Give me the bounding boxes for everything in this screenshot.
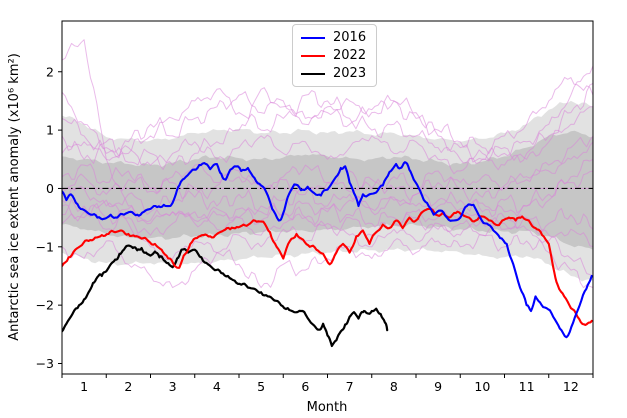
y-tick-label: 0 (46, 181, 54, 196)
legend-item-2023: 2023 (301, 66, 366, 81)
x-tick-label: 6 (301, 379, 309, 394)
background-year-line (62, 106, 593, 175)
legend-line-2023-icon (301, 72, 325, 75)
background-year-line (62, 82, 593, 171)
x-tick-label: 9 (434, 379, 442, 394)
x-tick-label: 12 (563, 379, 579, 394)
background-year-line (62, 65, 593, 170)
legend-label-2023: 2023 (333, 66, 367, 81)
background-year-line (62, 76, 593, 159)
x-tick-label: 3 (169, 379, 177, 394)
series-2022-line (62, 207, 593, 326)
background-year-line (62, 198, 593, 233)
legend: 2016 2022 2023 (292, 24, 378, 87)
y-tick-label: −1 (36, 239, 54, 254)
x-tick-label: 5 (257, 379, 265, 394)
legend-line-2022-icon (301, 54, 325, 57)
y-tick-label: 2 (46, 64, 54, 79)
y-tick-label: −2 (36, 298, 54, 313)
background-year-line (62, 39, 593, 225)
y-tick-label: −3 (36, 356, 54, 371)
background-year-line (62, 170, 593, 218)
x-tick-label: 4 (213, 379, 221, 394)
x-tick-label: 11 (519, 379, 535, 394)
x-tick-label: 10 (474, 379, 490, 394)
legend-line-2016-icon (301, 36, 325, 39)
background-year-line (62, 141, 593, 203)
background-year-line (62, 234, 593, 289)
series-2023-line (62, 244, 389, 348)
legend-item-2016: 2016 (301, 30, 366, 45)
plot-area (62, 39, 593, 348)
series-2016-line (62, 161, 593, 339)
x-tick-label: 7 (346, 379, 354, 394)
x-tick-label: 1 (80, 379, 88, 394)
legend-label-2016: 2016 (333, 30, 367, 45)
x-tick-label: 8 (390, 379, 398, 394)
background-year-line (62, 199, 593, 277)
x-tick-label: 2 (124, 379, 132, 394)
x-axis-title: Month (307, 400, 348, 415)
y-axis-title: Antarctic sea ice extent anomaly (x10⁶ k… (7, 53, 22, 341)
legend-item-2022: 2022 (301, 48, 366, 63)
legend-label-2022: 2022 (333, 48, 367, 63)
background-year-line (62, 211, 593, 248)
y-tick-label: 1 (46, 123, 54, 138)
